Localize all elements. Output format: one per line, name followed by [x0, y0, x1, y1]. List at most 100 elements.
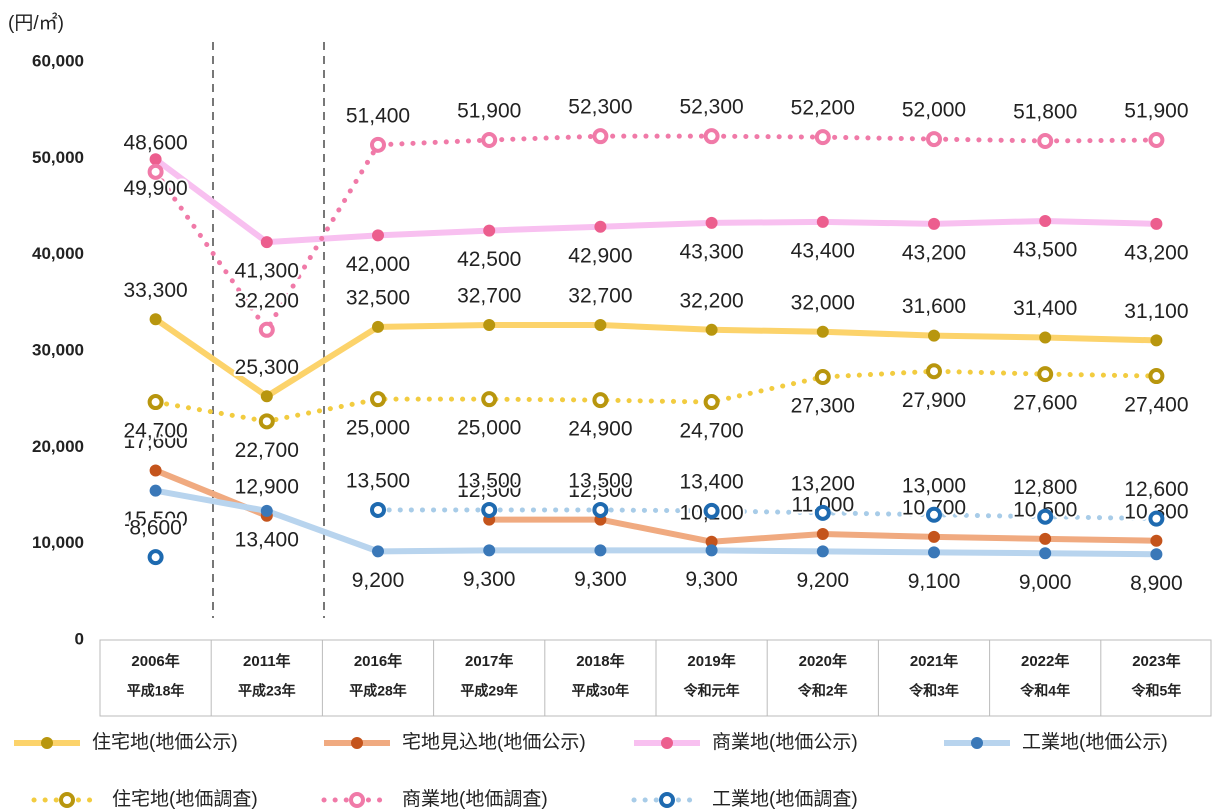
data-label: 13,000	[902, 474, 966, 497]
point	[928, 546, 940, 559]
data-label: 9,300	[685, 568, 738, 591]
data-label: 51,900	[1124, 100, 1188, 123]
point	[372, 545, 384, 558]
point	[149, 313, 162, 326]
point	[483, 318, 496, 331]
point	[372, 320, 384, 333]
point	[926, 506, 942, 523]
x-era-label: 平成29年	[460, 683, 518, 699]
data-label: 31,600	[902, 295, 966, 318]
point	[258, 321, 275, 338]
data-label: 51,900	[457, 100, 521, 123]
point	[481, 501, 498, 518]
data-label: 27,900	[902, 389, 966, 412]
data-label: 49,900	[123, 177, 187, 200]
data-label: 17,600	[123, 430, 187, 453]
legend-label: 宅地見込地(地価公示)	[402, 731, 586, 753]
point	[370, 391, 386, 408]
point	[592, 392, 609, 409]
point	[260, 236, 273, 249]
data-label: 9,100	[908, 570, 961, 593]
point	[705, 535, 718, 548]
y-tick-label: 50,000	[32, 148, 84, 167]
data-label: 32,000	[791, 291, 855, 314]
data-label: 12,600	[1124, 478, 1188, 501]
series-line	[153, 368, 1159, 424]
data-label: 9,200	[797, 569, 850, 592]
data-label: 9,300	[463, 568, 516, 591]
data-label: 43,500	[1013, 238, 1077, 261]
legend-marker	[59, 792, 75, 808]
x-era-label: 平成23年	[238, 683, 296, 699]
point	[705, 323, 718, 336]
x-tick-label: 2011年	[243, 652, 291, 670]
data-label: 12,500	[568, 479, 632, 502]
data-label: 27,600	[1013, 392, 1077, 415]
point	[592, 128, 609, 145]
data-label: 24,900	[568, 418, 632, 441]
point	[703, 128, 720, 145]
data-label: 41,300	[235, 260, 299, 283]
data-label: 32,500	[346, 286, 410, 309]
point	[1150, 334, 1163, 347]
data-label: 42,500	[457, 248, 521, 271]
data-label: 24,700	[123, 420, 187, 443]
data-label: 31,400	[1013, 297, 1077, 320]
data-label: 8,600	[129, 517, 182, 540]
x-era-label: 平成30年	[572, 683, 630, 699]
x-tick-label: 2018年	[576, 652, 624, 670]
point	[926, 363, 942, 380]
data-label: 25,000	[457, 417, 521, 440]
point	[1037, 366, 1054, 383]
point	[928, 530, 940, 543]
point	[370, 136, 386, 153]
data-label: 32,200	[235, 289, 299, 312]
point	[705, 544, 718, 557]
legend-label: 工業地(地価公示)	[1022, 731, 1168, 753]
point	[703, 394, 720, 411]
data-label: 13,400	[679, 470, 743, 493]
point	[1150, 548, 1163, 561]
data-label: 24,700	[679, 420, 743, 443]
data-label: 15,500	[123, 508, 187, 531]
x-era-label: 平成28年	[349, 683, 407, 699]
data-label: 52,300	[568, 96, 632, 119]
point	[814, 369, 831, 386]
data-label: 33,300	[123, 279, 187, 302]
legend-label: 商業地(地価調査)	[402, 788, 548, 810]
point	[1037, 508, 1054, 525]
point	[1039, 331, 1052, 344]
y-tick-label: 10,000	[32, 533, 84, 552]
point	[147, 394, 164, 411]
point	[483, 224, 496, 237]
point	[1039, 547, 1052, 560]
point	[1039, 214, 1052, 227]
data-label: 8,900	[1130, 572, 1183, 595]
point	[149, 464, 162, 477]
series-line	[153, 316, 1157, 400]
data-label: 25,300	[235, 356, 299, 379]
data-label: 51,400	[346, 104, 410, 127]
point	[483, 544, 496, 557]
point	[370, 501, 386, 518]
x-era-label: 平成18年	[127, 683, 185, 699]
data-label: 42,900	[568, 244, 632, 267]
data-label: 13,500	[346, 469, 410, 492]
point	[926, 131, 942, 148]
series-line	[154, 467, 1157, 545]
x-tick-label: 2006年	[131, 652, 179, 670]
x-tick-label: 2017年	[465, 652, 513, 670]
legend-marker	[659, 792, 675, 808]
data-label: 32,200	[679, 289, 743, 312]
data-label: 52,300	[679, 96, 743, 119]
point	[149, 484, 162, 497]
legend-label: 商業地(地価公示)	[712, 731, 858, 753]
y-tick-label: 60,000	[32, 51, 84, 70]
point	[260, 504, 273, 517]
legend-marker	[661, 737, 673, 749]
point	[814, 129, 831, 146]
point	[594, 318, 607, 331]
data-label: 9,200	[352, 569, 405, 592]
point	[594, 220, 607, 233]
series-line	[153, 133, 1159, 335]
